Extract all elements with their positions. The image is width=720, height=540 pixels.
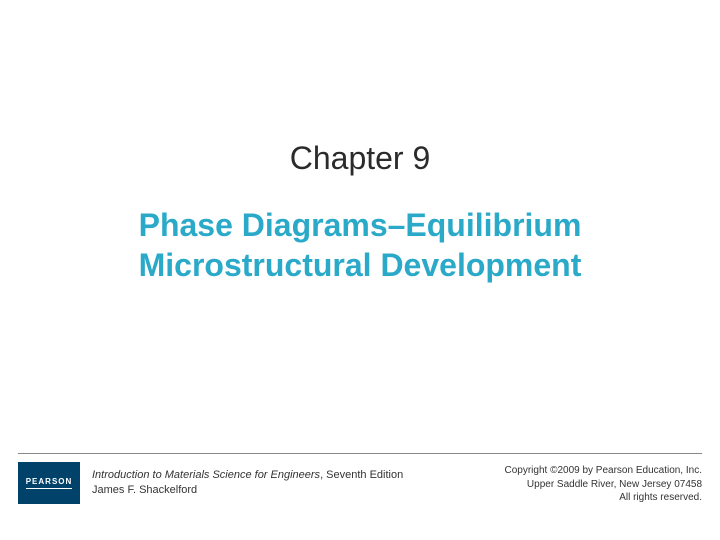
pearson-logo-rule xyxy=(26,488,72,489)
footer: PEARSON Introduction to Materials Scienc… xyxy=(18,462,702,522)
main-content: Chapter 9 Phase Diagrams–Equilibrium Mic… xyxy=(0,140,720,285)
chapter-label: Chapter 9 xyxy=(70,140,650,177)
copyright-block: Copyright ©2009 by Pearson Education, In… xyxy=(505,462,703,505)
book-author: James F. Shackelford xyxy=(92,484,197,496)
chapter-title-line1: Phase Diagrams–Equilibrium xyxy=(139,207,582,243)
pearson-logo-text: PEARSON xyxy=(26,477,73,486)
book-edition: , Seventh Edition xyxy=(320,469,403,481)
copyright-line3: All rights reserved. xyxy=(619,492,702,503)
chapter-title-line2: Microstructural Development xyxy=(139,247,582,283)
pearson-logo: PEARSON xyxy=(18,462,80,504)
chapter-title: Phase Diagrams–Equilibrium Microstructur… xyxy=(70,205,650,285)
footer-divider xyxy=(18,453,702,454)
book-title: Introduction to Materials Science for En… xyxy=(92,469,320,481)
copyright-line2: Upper Saddle River, New Jersey 07458 xyxy=(527,479,702,490)
copyright-line1: Copyright ©2009 by Pearson Education, In… xyxy=(505,465,703,476)
book-info: Introduction to Materials Science for En… xyxy=(92,462,403,498)
